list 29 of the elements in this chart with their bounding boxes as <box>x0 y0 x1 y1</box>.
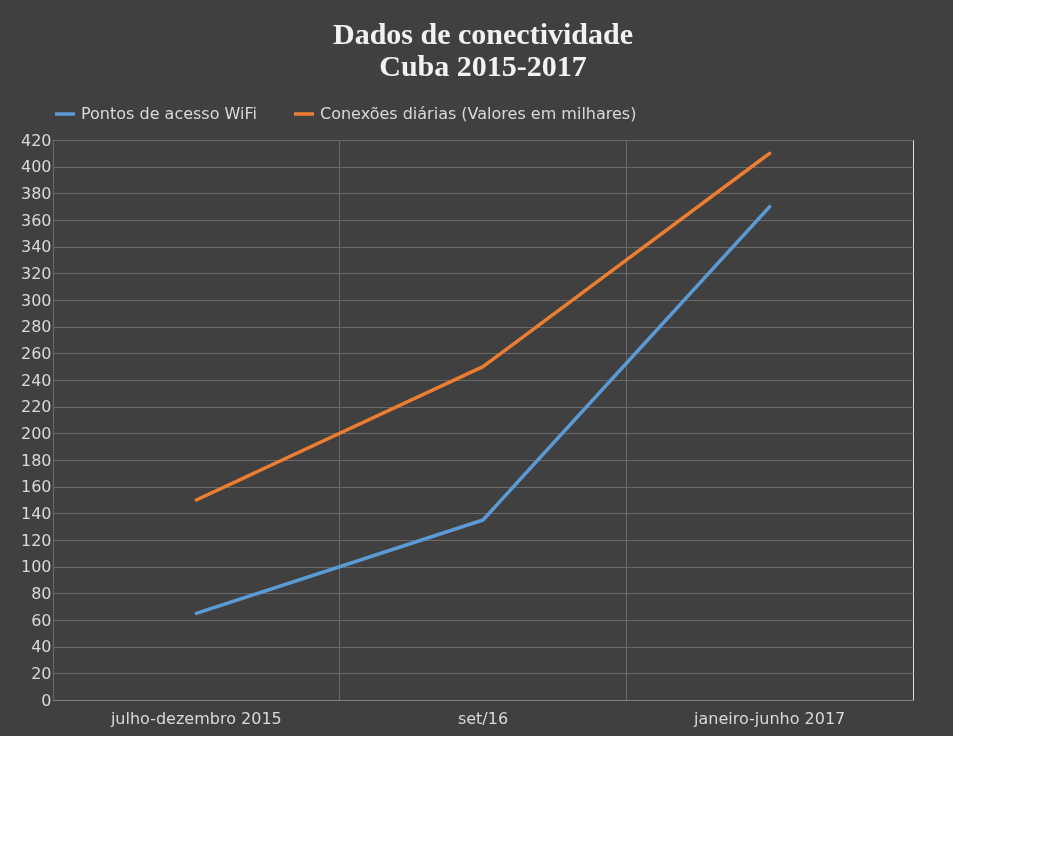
y-tick-label: 20 <box>31 663 52 683</box>
y-tick-label: 40 <box>31 637 52 657</box>
y-tick-label: 420 <box>20 130 52 150</box>
y-tick-label: 260 <box>20 343 52 363</box>
y-tick-label: 160 <box>20 477 52 497</box>
text: Dados de conectividade <box>333 17 633 50</box>
y-tick-label: 340 <box>20 237 52 257</box>
y-tick-label: 0 <box>41 690 52 710</box>
y-tick-label: 200 <box>20 423 52 443</box>
y-tick-label: 280 <box>20 317 52 337</box>
y-tick-label: 360 <box>20 210 52 230</box>
x-tick-label: set/16 <box>457 708 509 728</box>
x-tick-label: julho-dezembro 2015 <box>109 708 282 728</box>
y-tick-label: 380 <box>20 183 52 203</box>
y-tick-label: 80 <box>31 583 52 603</box>
y-tick-label: 60 <box>31 610 52 630</box>
legend-label: Pontos de acesso WiFi <box>81 104 257 123</box>
y-tick-label: 180 <box>20 450 52 470</box>
y-tick-label: 100 <box>20 557 52 577</box>
text: Cuba 2015-2017 <box>379 49 587 82</box>
y-tick-label: 120 <box>20 530 52 550</box>
y-tick-label: 220 <box>20 397 52 417</box>
y-tick-label: 140 <box>20 503 52 523</box>
legend-label: Conexões diárias (Valores em milhares) <box>320 104 637 123</box>
y-tick-label: 320 <box>20 263 52 283</box>
y-tick-label: 400 <box>20 157 52 177</box>
y-tick-label: 300 <box>20 290 52 310</box>
x-tick-label: janeiro-junho 2017 <box>693 708 846 728</box>
y-tick-label: 240 <box>20 370 52 390</box>
